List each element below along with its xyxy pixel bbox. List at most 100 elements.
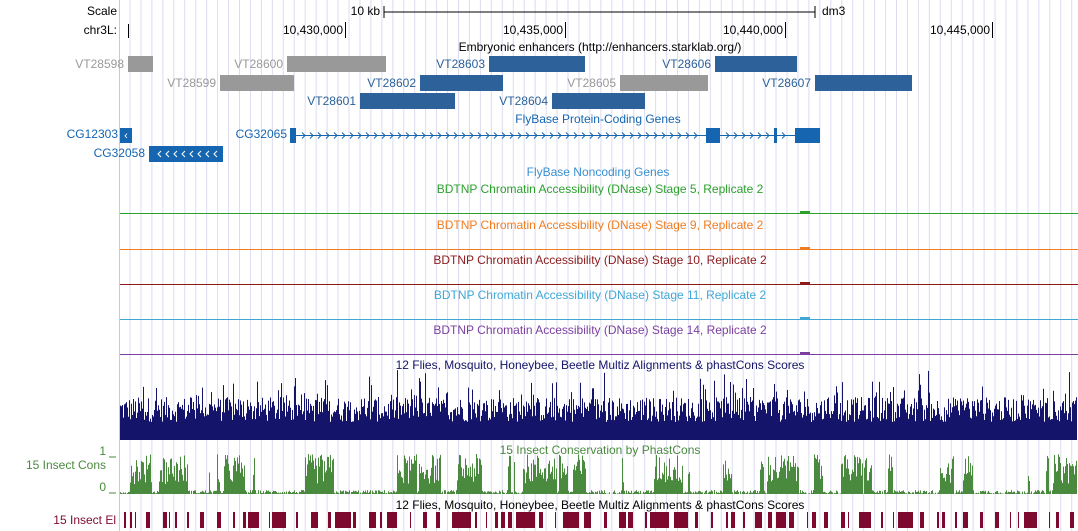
conserved-element	[1010, 512, 1011, 528]
conserved-element	[563, 512, 579, 528]
track-title: 15 Insect Conservation by PhastCons	[500, 443, 701, 457]
conserved-element	[942, 512, 945, 528]
conserved-element	[175, 512, 177, 528]
conserved-element	[955, 512, 957, 528]
conserved-element	[628, 512, 633, 528]
phastcons-wiggle	[120, 454, 1077, 494]
conserved-element	[508, 512, 512, 528]
track-title: 12 Flies, Mosquito, Honeybee, Beetle Mul…	[396, 498, 805, 512]
enhancer	[489, 56, 585, 72]
gene-exon	[706, 128, 720, 143]
conserved-element	[937, 512, 939, 528]
conserved-element	[243, 512, 246, 528]
conserved-element	[387, 512, 397, 528]
enhancer	[620, 75, 708, 91]
assembly: dm3	[822, 4, 846, 18]
gene-exon	[120, 128, 132, 143]
track-title: BDTNP Chromatin Accessibility (DNase) St…	[437, 218, 764, 232]
conserved-element	[516, 512, 535, 528]
track-title: BDTNP Chromatin Accessibility (DNase) St…	[437, 182, 764, 196]
conserved-element	[539, 512, 543, 528]
conserved-element	[1049, 512, 1050, 528]
ruler-position: 10,445,000	[930, 23, 990, 37]
conserved-element	[436, 512, 440, 528]
scale-label: Scale	[87, 4, 117, 18]
conserved-element	[272, 512, 286, 528]
enhancer	[287, 56, 386, 72]
conserved-element	[311, 512, 318, 528]
ruler-position: 10,435,000	[503, 23, 563, 37]
gene-label: CG32058	[94, 146, 146, 160]
enhancer-label: VT28607	[762, 76, 811, 90]
gene-exon	[774, 128, 777, 143]
track-title: 12 Flies, Mosquito, Honeybee, Beetle Mul…	[396, 358, 805, 372]
enhancer-label: VT28601	[307, 94, 356, 108]
conserved-element	[135, 512, 136, 528]
track-title: Embryonic enhancers (http://enhancers.st…	[459, 40, 742, 54]
conserved-element	[1056, 512, 1059, 528]
conserved-element	[726, 512, 728, 528]
conserved-element	[353, 512, 356, 528]
signal-peak	[800, 317, 810, 319]
gene-exon	[795, 128, 820, 143]
conserved-element	[410, 512, 411, 528]
enhancer	[552, 93, 645, 109]
chrom-label: chr3L:	[84, 23, 117, 37]
track-title: BDTNP Chromatin Accessibility (DNase) St…	[433, 323, 767, 337]
conserved-element	[335, 512, 351, 528]
conserved-element	[650, 512, 669, 528]
conserved-element	[645, 512, 647, 528]
signal-peak	[800, 211, 810, 213]
conserved-element	[812, 512, 816, 528]
enhancer-label: VT28598	[75, 57, 124, 71]
conserved-element	[859, 512, 871, 528]
conserved-element	[495, 512, 498, 528]
conserved-element	[674, 512, 688, 528]
conserved-element	[995, 512, 999, 528]
conserved-element	[881, 512, 883, 528]
conserved-element	[475, 512, 477, 528]
signal-peak	[800, 247, 810, 249]
axis-ticks	[109, 456, 116, 494]
strand-arrows	[301, 132, 786, 139]
conserved-element	[789, 512, 794, 528]
conserved-element	[731, 512, 735, 528]
track-title: BDTNP Chromatin Accessibility (DNase) St…	[433, 253, 767, 267]
enhancer-label: VT28604	[499, 94, 548, 108]
gene-label: CG12303	[67, 127, 119, 141]
ruler-position: 10,430,000	[283, 23, 343, 37]
enhancer	[420, 75, 503, 91]
conserved-element	[824, 512, 828, 528]
conserved-element	[776, 512, 786, 528]
conserved-element	[423, 512, 427, 528]
conserved-element	[743, 512, 745, 528]
conserved-element	[217, 512, 221, 528]
strand-arrow: ‹	[124, 130, 128, 142]
enhancer-label: VT28600	[234, 57, 283, 71]
conserved-element	[233, 512, 235, 528]
scale-bar	[383, 6, 816, 18]
strand-arrows	[157, 150, 218, 158]
conserved-element	[380, 512, 382, 528]
conserved-element	[124, 512, 126, 528]
conserved-element	[163, 512, 167, 528]
conserved-element	[893, 512, 894, 528]
signal-peak	[800, 282, 810, 284]
gene-exon	[149, 146, 223, 162]
conserved-element	[486, 512, 487, 528]
conserved-element	[980, 512, 983, 528]
conserved-element	[1024, 512, 1037, 528]
conserved-element	[328, 512, 331, 528]
conserved-element	[501, 512, 505, 528]
enhancer	[815, 75, 912, 91]
conserved-element	[1070, 512, 1074, 528]
track-title: FlyBase Noncoding Genes	[527, 165, 670, 179]
conserved-element	[695, 512, 698, 528]
conserved-element	[269, 512, 270, 528]
axis-max: 1	[99, 444, 106, 458]
conserved-element	[848, 512, 849, 528]
conserved-element	[584, 512, 591, 528]
conserved-element	[920, 512, 924, 528]
conserved-element	[248, 512, 259, 528]
